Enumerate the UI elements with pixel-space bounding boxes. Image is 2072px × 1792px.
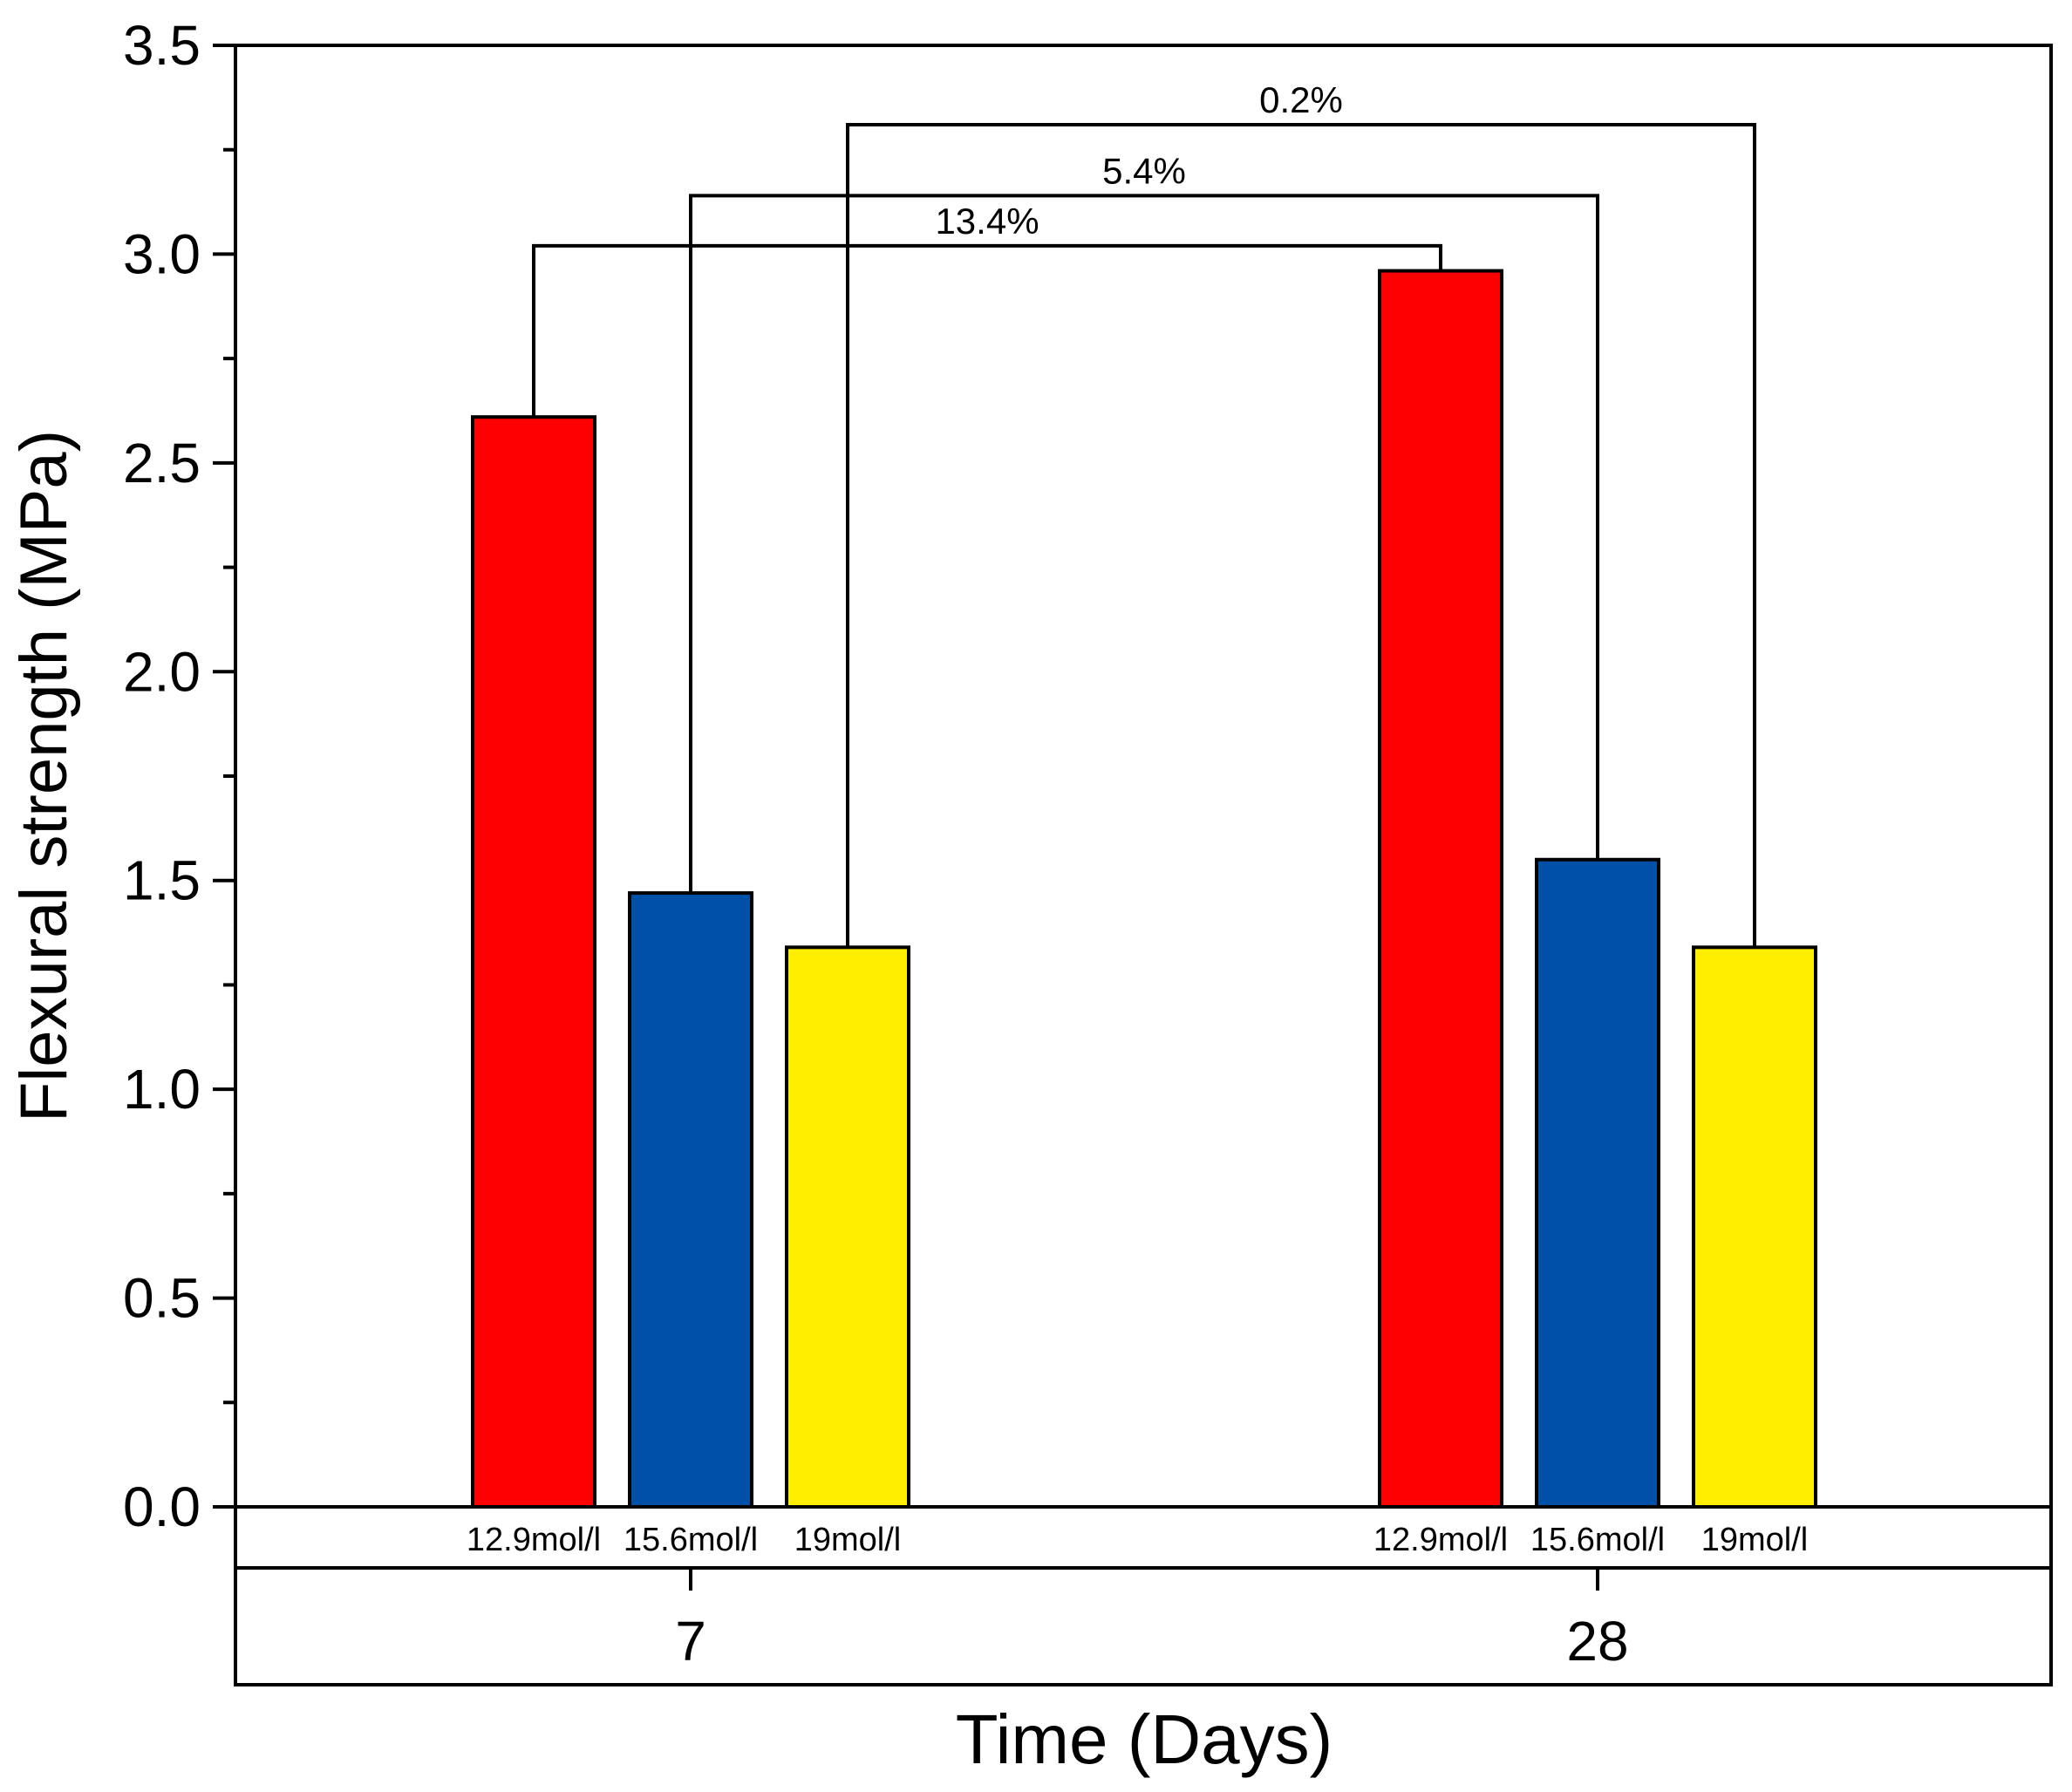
percent-change-label: 0.2% <box>1259 79 1343 120</box>
series-label: 15.6mol/l <box>624 1522 758 1558</box>
y-tick-label: 2.0 <box>123 640 201 703</box>
bracket-12.9mol/l <box>532 243 1442 418</box>
bar-15.6mol/l-7 <box>628 891 753 1509</box>
bar-12.9mol/l-28 <box>1378 269 1503 1509</box>
y-tick-label: 0.0 <box>123 1475 201 1538</box>
bar-19mol/l-7 <box>785 945 910 1509</box>
percent-change-label: 5.4% <box>1102 150 1186 191</box>
y-tick-label: 1.5 <box>123 849 201 912</box>
y-axis: 0.0 0.5 1.0 1.5 2.0 2.5 3.0 3.5 <box>123 14 235 1538</box>
bars <box>471 269 1817 1509</box>
y-tick-label: 3.5 <box>123 14 201 77</box>
y-tick-label: 0.5 <box>123 1267 201 1330</box>
y-tick-label: 1.0 <box>123 1058 201 1121</box>
percent-change-label: 13.4% <box>935 201 1039 242</box>
y-axis-label: Flexural strength (MPa) <box>7 430 81 1122</box>
series-label: 12.9mol/l <box>1373 1522 1508 1558</box>
x-category-label: 28 <box>1566 1610 1628 1673</box>
bar-12.9mol/l-7 <box>471 415 596 1509</box>
series-label: 15.6mol/l <box>1530 1522 1665 1558</box>
bar-15.6mol/l-28 <box>1535 857 1660 1509</box>
y-tick-label: 3.0 <box>123 222 201 285</box>
x-axis: 7 28 <box>675 1568 1629 1673</box>
plot-frame <box>234 44 2053 1686</box>
bracket-15.6mol/l <box>689 194 1599 894</box>
x-category-label: 7 <box>675 1610 706 1673</box>
comparison-brackets: 13.4% 5.4% 0.2% <box>532 79 1756 948</box>
bar-19mol/l-28 <box>1692 945 1817 1509</box>
series-label: 19mol/l <box>1701 1522 1809 1558</box>
series-label: 12.9mol/l <box>467 1522 601 1558</box>
y-tick-label: 2.5 <box>123 432 201 494</box>
series-label: 19mol/l <box>794 1522 902 1558</box>
bar-labels: 12.9mol/l 15.6mol/l 19mol/l 12.9mol/l 15.6mo… <box>467 1522 1808 1558</box>
bracket-19mol/l <box>846 122 1756 948</box>
x-axis-label: Time (Days) <box>956 1700 1333 1778</box>
